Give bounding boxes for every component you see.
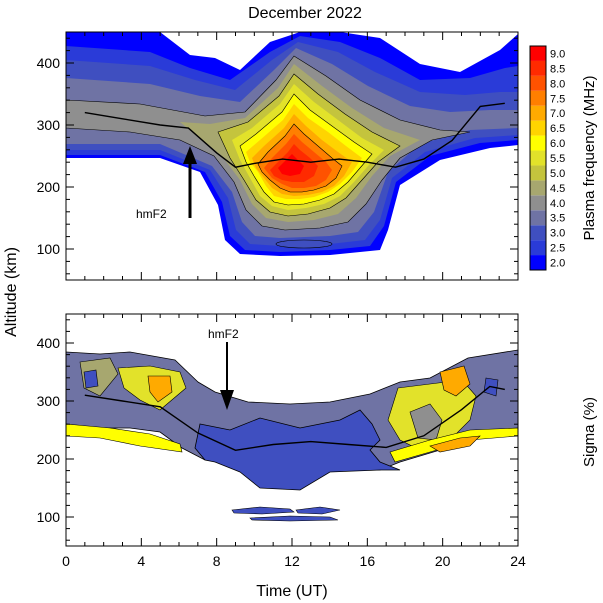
colorbar-tick-label: 3.0 xyxy=(550,228,565,240)
contour-9-0 xyxy=(278,154,304,176)
hmf2-line-top xyxy=(84,102,505,168)
colorbar-tick-label: 9.0 xyxy=(550,48,565,60)
hmf2-arrowhead-top xyxy=(183,146,197,164)
x-tick-label: 12 xyxy=(284,553,300,569)
colorbar-swatch xyxy=(530,195,546,211)
contour-outline-2 xyxy=(217,73,401,217)
colorbar-tick-label: 7.0 xyxy=(550,108,565,120)
colorbar-tick-label: 6.0 xyxy=(550,138,565,150)
sigma-orange-belt-right xyxy=(429,435,481,453)
colorbar-swatch xyxy=(530,105,546,121)
top-panel: 100 200 300 400 hmF2 xyxy=(37,31,519,281)
colorbar-swatch xyxy=(530,165,546,181)
colorbar-swatch xyxy=(530,255,546,270)
colorbar-label: Plasma frequency (MHz) xyxy=(581,75,598,240)
y-tick-label: 300 xyxy=(37,393,61,409)
x-axis-label: Time (UT) xyxy=(256,583,327,600)
sigma-lower-blob-1 xyxy=(231,506,295,515)
top-axes: 100 200 300 400 xyxy=(37,32,519,280)
colorbar-swatch xyxy=(530,75,546,91)
contour-outline-3 xyxy=(239,93,373,206)
y-tick-label: 200 xyxy=(37,179,61,195)
colorbar-swatch xyxy=(530,210,546,226)
top-contours xyxy=(66,32,518,256)
sigma-lower-blob-3 xyxy=(249,515,339,522)
colorbar-tick-label: 2.0 xyxy=(550,258,565,270)
colorbar-swatch xyxy=(530,225,546,241)
colorbar-tick-label: 4.0 xyxy=(550,198,565,210)
contour-lower-blob xyxy=(275,239,333,249)
colorbar-frame xyxy=(529,45,547,271)
colorbar-swatch xyxy=(530,240,546,256)
y-tick-label: 300 xyxy=(37,117,61,133)
hmf2-label-top: hmF2 xyxy=(136,207,167,221)
bottom-axes: 100 200 300 400 0 4 8 12 16 20 24 xyxy=(37,314,526,569)
colorbar-tick-label: 6.5 xyxy=(550,123,565,135)
y-tick-label: 200 xyxy=(37,451,61,467)
sigma-label: Sigma (%) xyxy=(581,397,598,467)
y-axis-label: Altitude (km) xyxy=(3,247,20,337)
x-tick-label: 0 xyxy=(62,553,70,569)
sigma-yellow-belt-right xyxy=(389,427,518,463)
colorbar-tick-label: 2.5 xyxy=(550,243,565,255)
sigma-blue-left xyxy=(83,369,99,389)
colorbar-swatch xyxy=(530,150,546,166)
colorbar-tick-label: 5.5 xyxy=(550,153,565,165)
colorbar-swatch xyxy=(530,180,546,196)
colorbar-swatch xyxy=(530,46,546,61)
contour-outline-4 xyxy=(257,123,343,193)
colorbar-swatch xyxy=(530,90,546,106)
sigma-blue-middle xyxy=(194,409,401,491)
bottom-panel: 100 200 300 400 0 4 8 12 16 20 24 hmF2 xyxy=(37,313,526,569)
hmf2-label-bottom: hmF2 xyxy=(208,327,239,341)
hmf2-arrowhead-bottom xyxy=(220,390,234,410)
sigma-orange-left xyxy=(147,375,173,403)
y-tick-label: 100 xyxy=(37,241,61,257)
hmf2-line-bottom xyxy=(84,385,505,452)
bottom-contours xyxy=(66,349,518,522)
y-tick-label: 100 xyxy=(37,509,61,525)
sigma-lower-blob-2 xyxy=(295,506,341,515)
x-tick-label: 4 xyxy=(137,553,145,569)
y-tick-label: 400 xyxy=(37,335,61,351)
sigma-orange-right xyxy=(439,365,471,397)
chart-title: December 2022 xyxy=(248,5,362,22)
sigma-yellow-belt xyxy=(66,423,183,453)
x-tick-label: 20 xyxy=(435,553,451,569)
colorbar-swatch xyxy=(530,60,546,76)
colorbar-tick-label: 7.5 xyxy=(550,93,565,105)
x-tick-label: 8 xyxy=(213,553,221,569)
colorbar-tick-label: 8.5 xyxy=(550,63,565,75)
y-tick-label: 400 xyxy=(37,55,61,71)
colorbar-swatch xyxy=(530,135,546,151)
colorbar-tick-label: 5.0 xyxy=(550,168,565,180)
x-tick-label: 24 xyxy=(510,553,526,569)
colorbar-tick-label: 3.5 xyxy=(550,213,565,225)
colorbar-tick-label: 8.0 xyxy=(550,78,565,90)
contour-outline-1 xyxy=(66,55,471,231)
colorbar-swatch xyxy=(530,120,546,136)
sigma-grey-right xyxy=(409,403,443,441)
colorbar-tick-label: 4.5 xyxy=(550,183,565,195)
x-tick-label: 16 xyxy=(360,553,376,569)
colorbar: 2.0 2.5 3.0 3.5 4.0 4.5 5.0 5.5 6.0 6.5 7.0 7.5 8.0 8… xyxy=(529,45,565,271)
